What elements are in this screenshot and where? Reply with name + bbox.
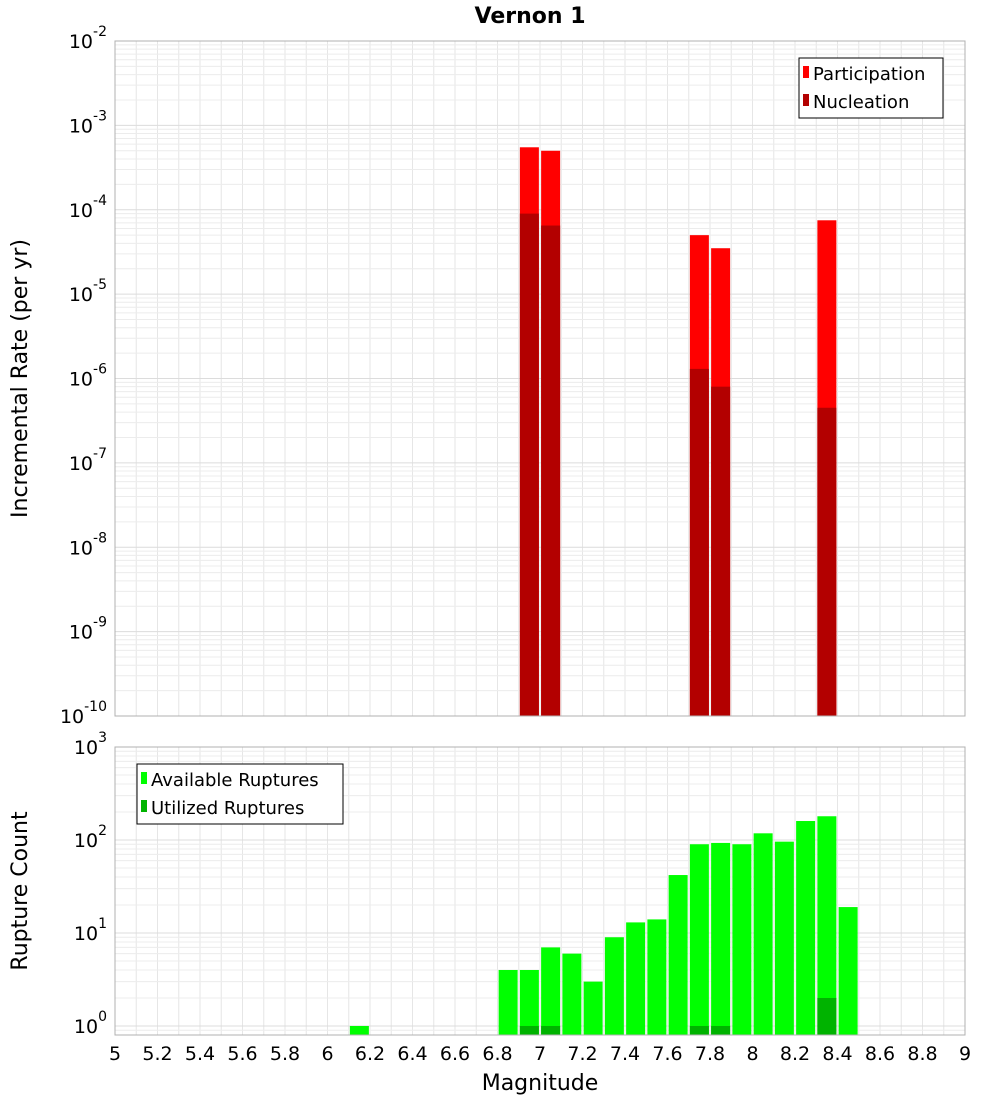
- bar: [796, 821, 816, 1035]
- x-tick-label: 5.2: [142, 1043, 172, 1065]
- legend: Participation Nucleation: [798, 57, 944, 119]
- bar: [604, 937, 624, 1035]
- x-tick-labels: 5 5.2 5.4 5.6 5.8 6 6.2 6.4 6.6 6.8 7 7.2 7.4 7.6 7.8 8…: [109, 1043, 971, 1065]
- x-tick-label: 9: [959, 1043, 971, 1065]
- legend-swatch: [803, 66, 809, 78]
- bar: [541, 1025, 561, 1035]
- x-tick-label: 5.6: [227, 1043, 257, 1065]
- y-tick-label: 10-5: [69, 277, 107, 306]
- bar: [519, 1025, 539, 1035]
- bar: [711, 386, 731, 716]
- x-tick-label: 8.6: [865, 1043, 895, 1065]
- legend: Available Ruptures Utilized Ruptures: [136, 763, 344, 825]
- bar: [668, 875, 688, 1035]
- y-tick-labels: 100 101 102 103: [74, 730, 107, 1038]
- bar: [753, 833, 773, 1035]
- x-tick-label: 7: [534, 1043, 546, 1065]
- legend-label: Available Ruptures: [151, 770, 319, 791]
- x-tick-label: 6.8: [482, 1043, 512, 1065]
- legend-label: Participation: [813, 64, 925, 85]
- x-tick-label: 8.2: [780, 1043, 810, 1065]
- series-utilized-ruptures: [519, 997, 837, 1035]
- bar: [817, 997, 837, 1035]
- panel-incremental-rate: 10-10 10-9 10-8 10-7 10-6 10-5 10-4 10-3 10-2 Ver…: [8, 4, 966, 728]
- x-tick-label: 5.8: [270, 1043, 300, 1065]
- y-tick-label: 10-4: [69, 193, 107, 222]
- plot-frame: [114, 40, 966, 717]
- grid: [114, 40, 966, 717]
- bar: [498, 969, 518, 1035]
- bar: [519, 213, 539, 717]
- bar: [689, 368, 709, 716]
- bar: [519, 969, 539, 1035]
- legend-swatch: [141, 772, 147, 784]
- legend-label: Nucleation: [813, 92, 909, 113]
- y-tick-label: 10-10: [60, 699, 107, 728]
- x-tick-label: 6.6: [440, 1043, 470, 1065]
- legend-box: [136, 763, 344, 825]
- y-axis-title: Rupture Count: [8, 811, 33, 971]
- y-tick-label: 10-6: [69, 362, 107, 391]
- legend-swatch: [141, 800, 147, 812]
- plot-frame: [114, 746, 966, 1036]
- bar: [817, 816, 837, 1035]
- x-axis-title: Magnitude: [482, 1071, 599, 1096]
- y-tick-label: 101: [74, 916, 107, 945]
- y-tick-label: 103: [74, 730, 107, 759]
- bar: [838, 907, 858, 1035]
- x-tick-label: 7.6: [652, 1043, 682, 1065]
- bar: [689, 1025, 709, 1035]
- series-available-ruptures: [349, 816, 858, 1035]
- bar: [774, 841, 794, 1035]
- x-tick-label: 5: [109, 1043, 121, 1065]
- x-tick-label: 8: [746, 1043, 758, 1065]
- x-tick-label: 6.2: [355, 1043, 385, 1065]
- y-tick-label: 10-3: [69, 108, 107, 137]
- x-tick-label: 7.8: [695, 1043, 725, 1065]
- y-tick-label: 102: [74, 823, 107, 852]
- x-tick-label: 6: [321, 1043, 333, 1065]
- x-tick-label: 6.4: [397, 1043, 427, 1065]
- x-tick-label: 7.4: [610, 1043, 640, 1065]
- legend-box: [798, 57, 944, 119]
- y-tick-label: 10-2: [69, 24, 107, 53]
- bar: [583, 981, 603, 1035]
- bar: [817, 407, 837, 716]
- x-tick-label: 8.4: [822, 1043, 852, 1065]
- y-tick-label: 10-7: [69, 446, 107, 475]
- bar: [349, 1025, 369, 1035]
- chart-title: Vernon 1: [475, 4, 586, 29]
- bar: [689, 844, 709, 1035]
- legend-swatch: [803, 94, 809, 106]
- series-nucleation: [519, 213, 837, 717]
- y-tick-label: 10-8: [69, 530, 107, 559]
- y-axis-title: Incremental Rate (per yr): [8, 239, 33, 518]
- bar: [541, 947, 561, 1035]
- x-tick-label: 7.2: [567, 1043, 597, 1065]
- bar: [541, 225, 561, 716]
- bar: [732, 844, 752, 1035]
- y-tick-label: 10-9: [69, 615, 107, 644]
- bar: [711, 842, 731, 1035]
- bar: [711, 1025, 731, 1035]
- y-tick-label: 100: [74, 1009, 107, 1038]
- x-tick-label: 5.4: [185, 1043, 215, 1065]
- bar: [647, 919, 667, 1035]
- bar: [626, 922, 646, 1035]
- x-tick-label: 8.8: [907, 1043, 937, 1065]
- bar: [562, 953, 582, 1035]
- legend-label: Utilized Ruptures: [151, 798, 304, 819]
- y-tick-labels: 10-10 10-9 10-8 10-7 10-6 10-5 10-4 10-3 10-2: [60, 24, 107, 728]
